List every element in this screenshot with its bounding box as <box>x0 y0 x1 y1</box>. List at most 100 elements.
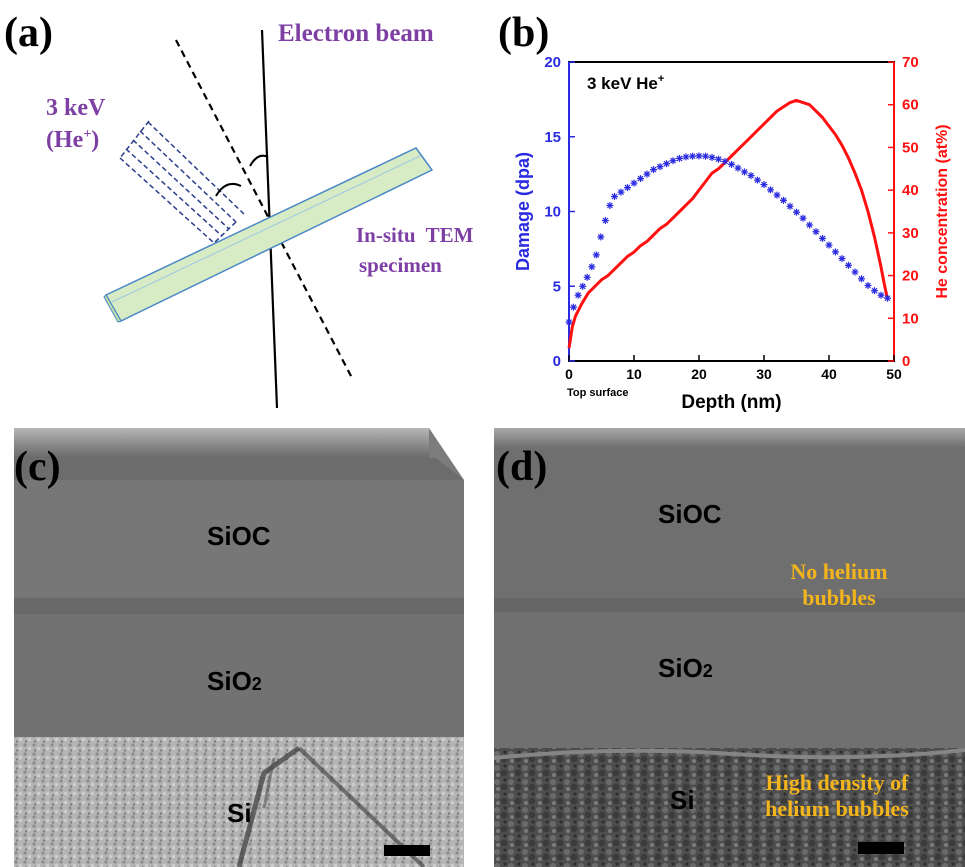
damage-point <box>574 291 582 299</box>
damage-point <box>601 217 609 224</box>
ion-energy-label: 3 keV (He+) <box>46 92 105 157</box>
damage-point <box>606 202 614 209</box>
high-density-line1: High density of <box>765 770 909 795</box>
scale-bar-d <box>858 842 904 854</box>
damage-point <box>695 152 703 160</box>
panel-a-label: (a) <box>4 10 53 56</box>
damage-point <box>832 248 839 256</box>
depth-profile-chart: 0 10 20 30 40 5005101520010203040506070Depth … <box>513 54 951 413</box>
damage-point <box>747 172 755 180</box>
damage-point <box>643 170 651 178</box>
damage-point <box>570 303 577 311</box>
layer-si-label-d: Si <box>670 785 695 815</box>
damage-point <box>838 255 846 263</box>
panel-b: (b) 0 10 20 30 40 50 0 5 10 15 20 0 10 20 30 40 50 60 70 De… <box>480 0 965 415</box>
damage-point <box>597 233 605 241</box>
damage-point <box>786 202 794 210</box>
y-right-tick-label: 10 <box>902 310 919 327</box>
damage-point <box>780 196 787 204</box>
damage-point <box>741 168 748 176</box>
top-surface-label: Top surface <box>567 387 629 399</box>
damage-point <box>592 251 600 259</box>
tem-image-c <box>14 428 464 867</box>
damage-point <box>656 163 664 171</box>
y-right-tick-label: 60 <box>902 97 919 114</box>
damage-point <box>689 152 696 160</box>
angle-arc-2 <box>249 154 269 167</box>
damage-point <box>579 282 587 290</box>
damage-point <box>611 193 618 200</box>
damage-point <box>851 268 859 276</box>
y-left-tick-label: 0 <box>553 353 561 370</box>
damage-point <box>760 181 768 189</box>
damage-point <box>871 287 878 295</box>
x-tick-label: 0 <box>565 366 573 382</box>
x-tick-label: 40 <box>821 366 837 382</box>
he-concentration-line <box>567 98 889 349</box>
specimen-label: In-situ TEM specimen <box>356 220 473 281</box>
damage-point <box>650 166 657 174</box>
damage-point <box>799 214 807 222</box>
damage-point <box>734 164 742 172</box>
damage-point <box>617 188 625 196</box>
damage-point <box>858 275 865 283</box>
damage-point <box>825 241 833 249</box>
layer-si-label: Si <box>227 798 252 828</box>
damage-point <box>721 157 729 165</box>
specimen-normal-line <box>175 39 353 379</box>
chart-annotation: 3 keV He+ <box>587 73 664 93</box>
scale-bar <box>384 845 430 856</box>
damage-point <box>588 263 596 271</box>
x-tick-label: 30 <box>756 366 772 382</box>
damage-point <box>812 228 820 236</box>
y-right-tick-label: 50 <box>902 139 919 156</box>
layer-sioc-label-d: SiOC <box>658 499 722 529</box>
high-density-line2: helium bubbles <box>765 796 909 822</box>
damage-point <box>819 234 826 242</box>
panel-a: (a) Electron beam 3 keV (He+) In <box>0 0 480 415</box>
damage-point <box>767 186 774 194</box>
y-right-tick-label: 20 <box>902 268 919 285</box>
damage-point <box>630 179 638 187</box>
ion-beam-lines <box>119 120 245 244</box>
x-tick-label: 10 <box>626 366 642 382</box>
tem-image-d <box>494 428 965 867</box>
y-right-tick-label: 0 <box>902 353 910 370</box>
damage-point <box>663 160 670 168</box>
no-bubbles-line1: No helium <box>790 559 888 584</box>
ion-energy-line2: (He+) <box>46 127 100 154</box>
x-tick-label: 50 <box>886 366 902 382</box>
panel-b-label: (b) <box>498 10 550 56</box>
damage-point <box>624 184 631 192</box>
panel-c-label: (c) <box>14 444 61 490</box>
damage-point <box>754 176 761 184</box>
panel-d: (d) SiOC SiO2 Si No helium bubbles High … <box>494 428 965 867</box>
plot-frame <box>568 61 895 362</box>
damage-point <box>676 154 683 162</box>
y-right-tick-label: 30 <box>902 225 919 242</box>
damage-point <box>877 291 885 299</box>
specimen-label-line2: specimen <box>359 253 442 278</box>
angle-arc-1 <box>215 183 242 197</box>
layer-sio2-label: SiO2 <box>207 666 262 696</box>
y-left-tick-label: 15 <box>544 129 561 146</box>
ion-energy-line1: 3 keV <box>46 95 106 121</box>
high-density-note: High density of helium bubbles <box>742 770 932 823</box>
y-left-tick-label: 5 <box>553 278 561 295</box>
y-right-tick-label: 40 <box>902 182 919 199</box>
damage-point <box>708 153 716 161</box>
panel-c: (c) SiOC SiO2 Si <box>14 428 464 867</box>
electron-beam-label: Electron beam <box>278 20 434 47</box>
layer-siocc-label: SiOC <box>207 521 271 551</box>
damage-point <box>565 318 573 326</box>
damage-point <box>884 294 891 302</box>
damage-point <box>715 155 722 163</box>
damage-point <box>682 153 690 161</box>
damage-point <box>806 221 813 229</box>
layer-sio2-label-d: SiO2 <box>658 653 713 683</box>
specimen-slab <box>103 147 434 323</box>
no-bubbles-line2: bubbles <box>802 585 876 611</box>
damage-point <box>637 175 644 183</box>
x-axis-label: Depth (nm) <box>681 392 781 413</box>
panel-a-schematic <box>103 29 434 409</box>
